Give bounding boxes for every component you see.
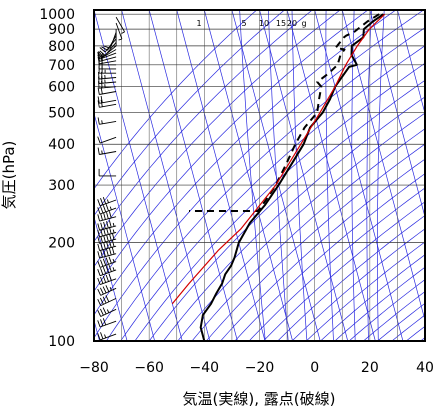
- mixing-ratio-label: 20: [287, 19, 297, 28]
- skew-isotherm: [342, 10, 430, 341]
- x-tick-label: −40: [190, 360, 220, 376]
- wind-barb: [98, 332, 116, 340]
- wind-barb: [98, 265, 116, 276]
- y-tick-label: 1000: [39, 7, 75, 23]
- wind-barb: [98, 318, 116, 327]
- x-tick-label: 0: [310, 360, 319, 376]
- dry-adiabat: [49, 10, 340, 341]
- mixing-ratio-line: [367, 10, 372, 341]
- mixing-ratio-label: 10: [259, 19, 269, 28]
- y-tick-label: 800: [48, 39, 75, 55]
- wind-barb: [98, 117, 116, 124]
- skew-isotherm: [149, 10, 237, 341]
- dry-adiabat: [35, 10, 312, 341]
- dry-adiabat: [121, 10, 435, 341]
- dry-adiabat: [392, 10, 435, 341]
- x-tick-label: −80: [79, 360, 109, 376]
- x-tick-label: 40: [416, 360, 434, 376]
- x-tick-label: −20: [245, 360, 275, 376]
- dry-adiabat: [149, 10, 435, 341]
- skew-isotherm: [315, 10, 403, 341]
- wind-barb: [98, 295, 116, 305]
- x-axis-label: 気温(実線), 露点(破線): [183, 390, 336, 408]
- mixing-ratio-label: g: [301, 19, 306, 28]
- mixing-ratio-label: 15: [276, 19, 286, 28]
- dry-adiabat: [292, 10, 435, 341]
- x-tick-labels: −80 −60 −40 −20 0 20 40: [79, 360, 434, 376]
- y-tick-label: 300: [48, 178, 75, 194]
- wind-barb: [98, 148, 116, 155]
- x-tick-label: −60: [134, 360, 164, 376]
- y-tick-label: 400: [48, 137, 75, 153]
- skew-isotherm: [425, 10, 435, 341]
- dry-adiabat: [6, 10, 256, 341]
- dry-adiabat: [206, 10, 435, 341]
- y-axis-label: 気圧(hPa): [0, 141, 18, 210]
- y-tick-label: 200: [48, 236, 75, 252]
- y-tick-label: 600: [48, 80, 75, 96]
- mixing-ratio-label: 5: [241, 19, 246, 28]
- dry-adiabat: [278, 10, 435, 341]
- skew-isotherm: [122, 10, 210, 341]
- wind-barb: [98, 211, 116, 221]
- wind-barb: [98, 197, 116, 206]
- dry-adiabat: [106, 10, 435, 341]
- dry-adiabat: [92, 10, 424, 341]
- y-tick-label: 900: [48, 22, 75, 38]
- temperature-line: [201, 14, 384, 341]
- y-tick-label: 100: [48, 334, 75, 350]
- x-tick-label: 20: [361, 360, 379, 376]
- mixing-ratio-label: 1: [196, 19, 201, 28]
- dry-adiabat: [335, 10, 435, 341]
- wind-barb: [98, 96, 116, 103]
- y-tick-label: 700: [48, 58, 75, 74]
- y-tick-label: 500: [48, 106, 75, 122]
